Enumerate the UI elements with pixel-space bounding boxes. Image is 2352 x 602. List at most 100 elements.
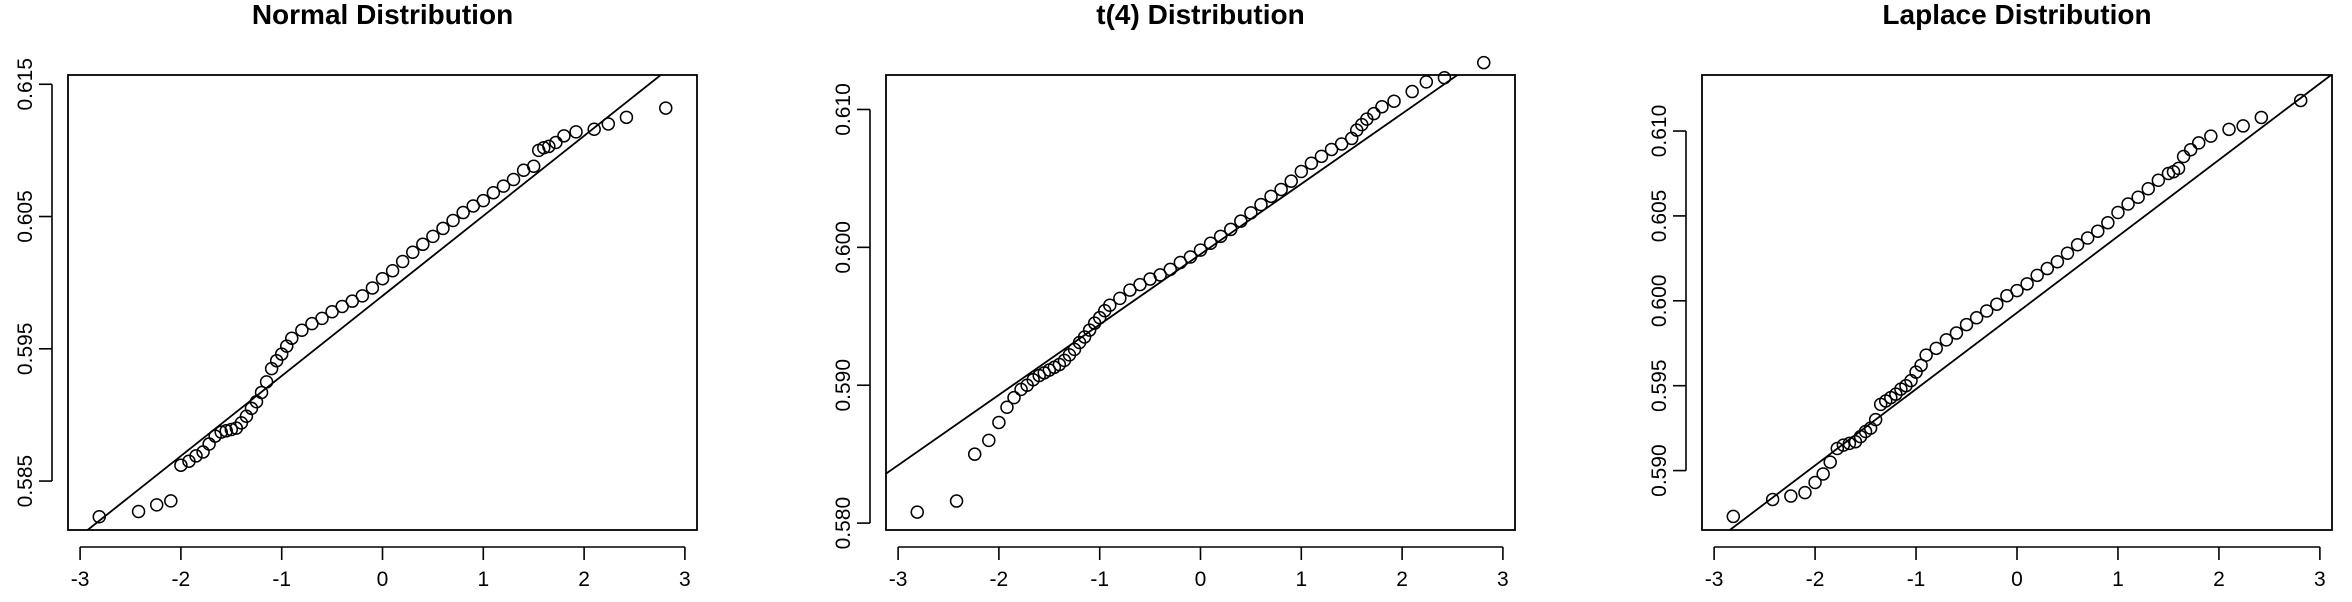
panel-2-data-point: [1082, 323, 1097, 337]
panel-3-data-point: [2171, 161, 2186, 176]
panel-1-data-point: [526, 159, 541, 174]
panel-1-data-point: [295, 323, 309, 338]
panel-3-y-tick-label: 0.600: [1648, 275, 1671, 328]
panel-2-data-point: [1213, 229, 1228, 244]
panel-2-data-point: [1367, 106, 1381, 121]
panel-2-data-point: [1193, 243, 1208, 257]
panel-2-data-point: [1264, 189, 1278, 204]
panel-3-data-point: [2141, 182, 2155, 196]
panel-3-data-point: [2020, 277, 2034, 291]
panel-2-data-point: [1477, 55, 1491, 70]
panel-3-data-point: [2254, 110, 2269, 125]
panel-2-data-point: [1183, 250, 1198, 264]
panel-3-data-point: [1919, 348, 1933, 362]
panel-2-data-point: [1007, 390, 1021, 405]
panel-3-x-tick-label: 2: [2213, 568, 2225, 591]
panel-1-x-tick-label: -1: [272, 568, 291, 591]
panel-1-x-tick-label: -2: [172, 568, 191, 591]
panel-3-data-point: [2222, 122, 2236, 137]
panel-3-data-point: [1868, 412, 1883, 427]
panel-2-x-tick-label: 3: [1497, 568, 1509, 591]
panel-3-plot-frame: [1701, 74, 2333, 531]
panel-1-data-point: [549, 135, 563, 150]
panel-1-data-point: [365, 281, 380, 295]
panel-1-data-point: [456, 205, 470, 220]
panel-3-data-point: [2030, 268, 2044, 283]
panel-2-data-point: [910, 505, 924, 519]
panel-2-data-point: [1077, 330, 1092, 344]
panel-2-x-tick-label: -3: [889, 568, 908, 591]
panel-1-data-point: [375, 271, 390, 286]
panel-1-y-tick-label: 0.605: [14, 190, 37, 243]
panel-2-data-point: [992, 415, 1006, 430]
panel-2-data-point: [1103, 298, 1117, 313]
panel-3-data-point: [1909, 365, 1923, 379]
panel-3-data-point: [2050, 255, 2065, 269]
panel-3-x-tick-label: 3: [2314, 568, 2326, 591]
panel-1-data-point: [219, 424, 234, 438]
panel-3-y-tick-label: 0.605: [1648, 190, 1671, 243]
panel-2-data-point: [1304, 156, 1319, 170]
panel-1-data-point: [601, 117, 616, 131]
panel-3-data-point: [1990, 297, 2004, 311]
panel-2-data-point: [1153, 268, 1167, 282]
panel-2-data-point: [1334, 137, 1349, 151]
panel-2-data-point: [1203, 236, 1218, 250]
panel-1-reference-line: [86, 75, 663, 530]
panel-3-data-point: [2176, 149, 2191, 164]
panel-3-data-point: [1889, 387, 1903, 401]
panel-2-data-point: [1387, 94, 1401, 108]
panel-2-x-tick-label: 0: [1195, 568, 1207, 591]
panel-2-plot-frame: [885, 74, 1516, 531]
panel-1-x-tick-label: 3: [679, 568, 691, 591]
panel-1-data-point: [557, 129, 571, 143]
panel-1-data-point: [496, 179, 511, 193]
panel-1-data-point: [416, 237, 430, 252]
panel-3-data-point: [1848, 434, 1863, 449]
panel-1-data-point: [405, 245, 420, 259]
panel-2-x-tick-label: -2: [990, 568, 1009, 591]
panel-3-x-tick-label: -2: [1806, 568, 1825, 591]
panel-2-y-tick-label: 0.600: [832, 221, 855, 274]
panel-1-data-point: [385, 264, 400, 278]
panel-3-data-point: [2204, 129, 2218, 143]
panel-2-data-point: [1274, 182, 1288, 197]
panel-2-data-point: [982, 433, 996, 448]
panel-3-data-point: [2091, 224, 2105, 238]
panel-1-data-point: [315, 311, 329, 326]
panel-2-data-point: [1133, 277, 1147, 292]
panel-1-data-point: [196, 445, 210, 459]
panel-1-plot-frame: [67, 74, 698, 531]
panel-2-data-point: [1324, 142, 1339, 157]
panel-3-x-tick-label: 1: [2112, 568, 2124, 591]
panel-2-data-point: [1163, 262, 1178, 277]
panel-1-x-tick-label: -3: [71, 568, 90, 591]
panel-1-data-point: [569, 125, 583, 139]
panel-3-data-point: [1808, 475, 1822, 490]
panel-1-title: Normal Distribution: [252, 0, 513, 30]
panel-3-data-point: [2151, 173, 2166, 188]
panel-3-title: Laplace Distribution: [1882, 0, 2151, 30]
panel-1-data-point: [486, 185, 501, 200]
panel-1-y-tick-label: 0.585: [14, 455, 37, 508]
panel-1-data-point: [587, 122, 601, 136]
panel-2-reference-line: [886, 75, 1460, 475]
panel-2-data-point: [1254, 197, 1268, 212]
panel-2-data-point: [967, 447, 982, 461]
panel-1-data-point: [659, 101, 673, 115]
panel-2-y-tick-label: 0.580: [832, 497, 855, 550]
panel-3-data-point: [2236, 119, 2250, 133]
panel-1-data-point: [254, 385, 269, 400]
panel-1-data-point: [224, 422, 239, 437]
panel-3-data-point: [1726, 509, 1741, 524]
panel-1-data-point: [542, 139, 556, 154]
panel-3-data-point: [1798, 485, 1812, 500]
panel-3-data-point: [1853, 429, 1868, 444]
panel-2-data-point: [1294, 164, 1309, 179]
panel-2-data-point: [1284, 174, 1298, 188]
panel-3-data-point: [2080, 231, 2095, 245]
panel-1-data-point: [164, 494, 178, 508]
panel-2-data-point: [1437, 71, 1452, 85]
panel-3-data-point: [2131, 190, 2145, 204]
panel-3-data-point: [2101, 215, 2115, 230]
